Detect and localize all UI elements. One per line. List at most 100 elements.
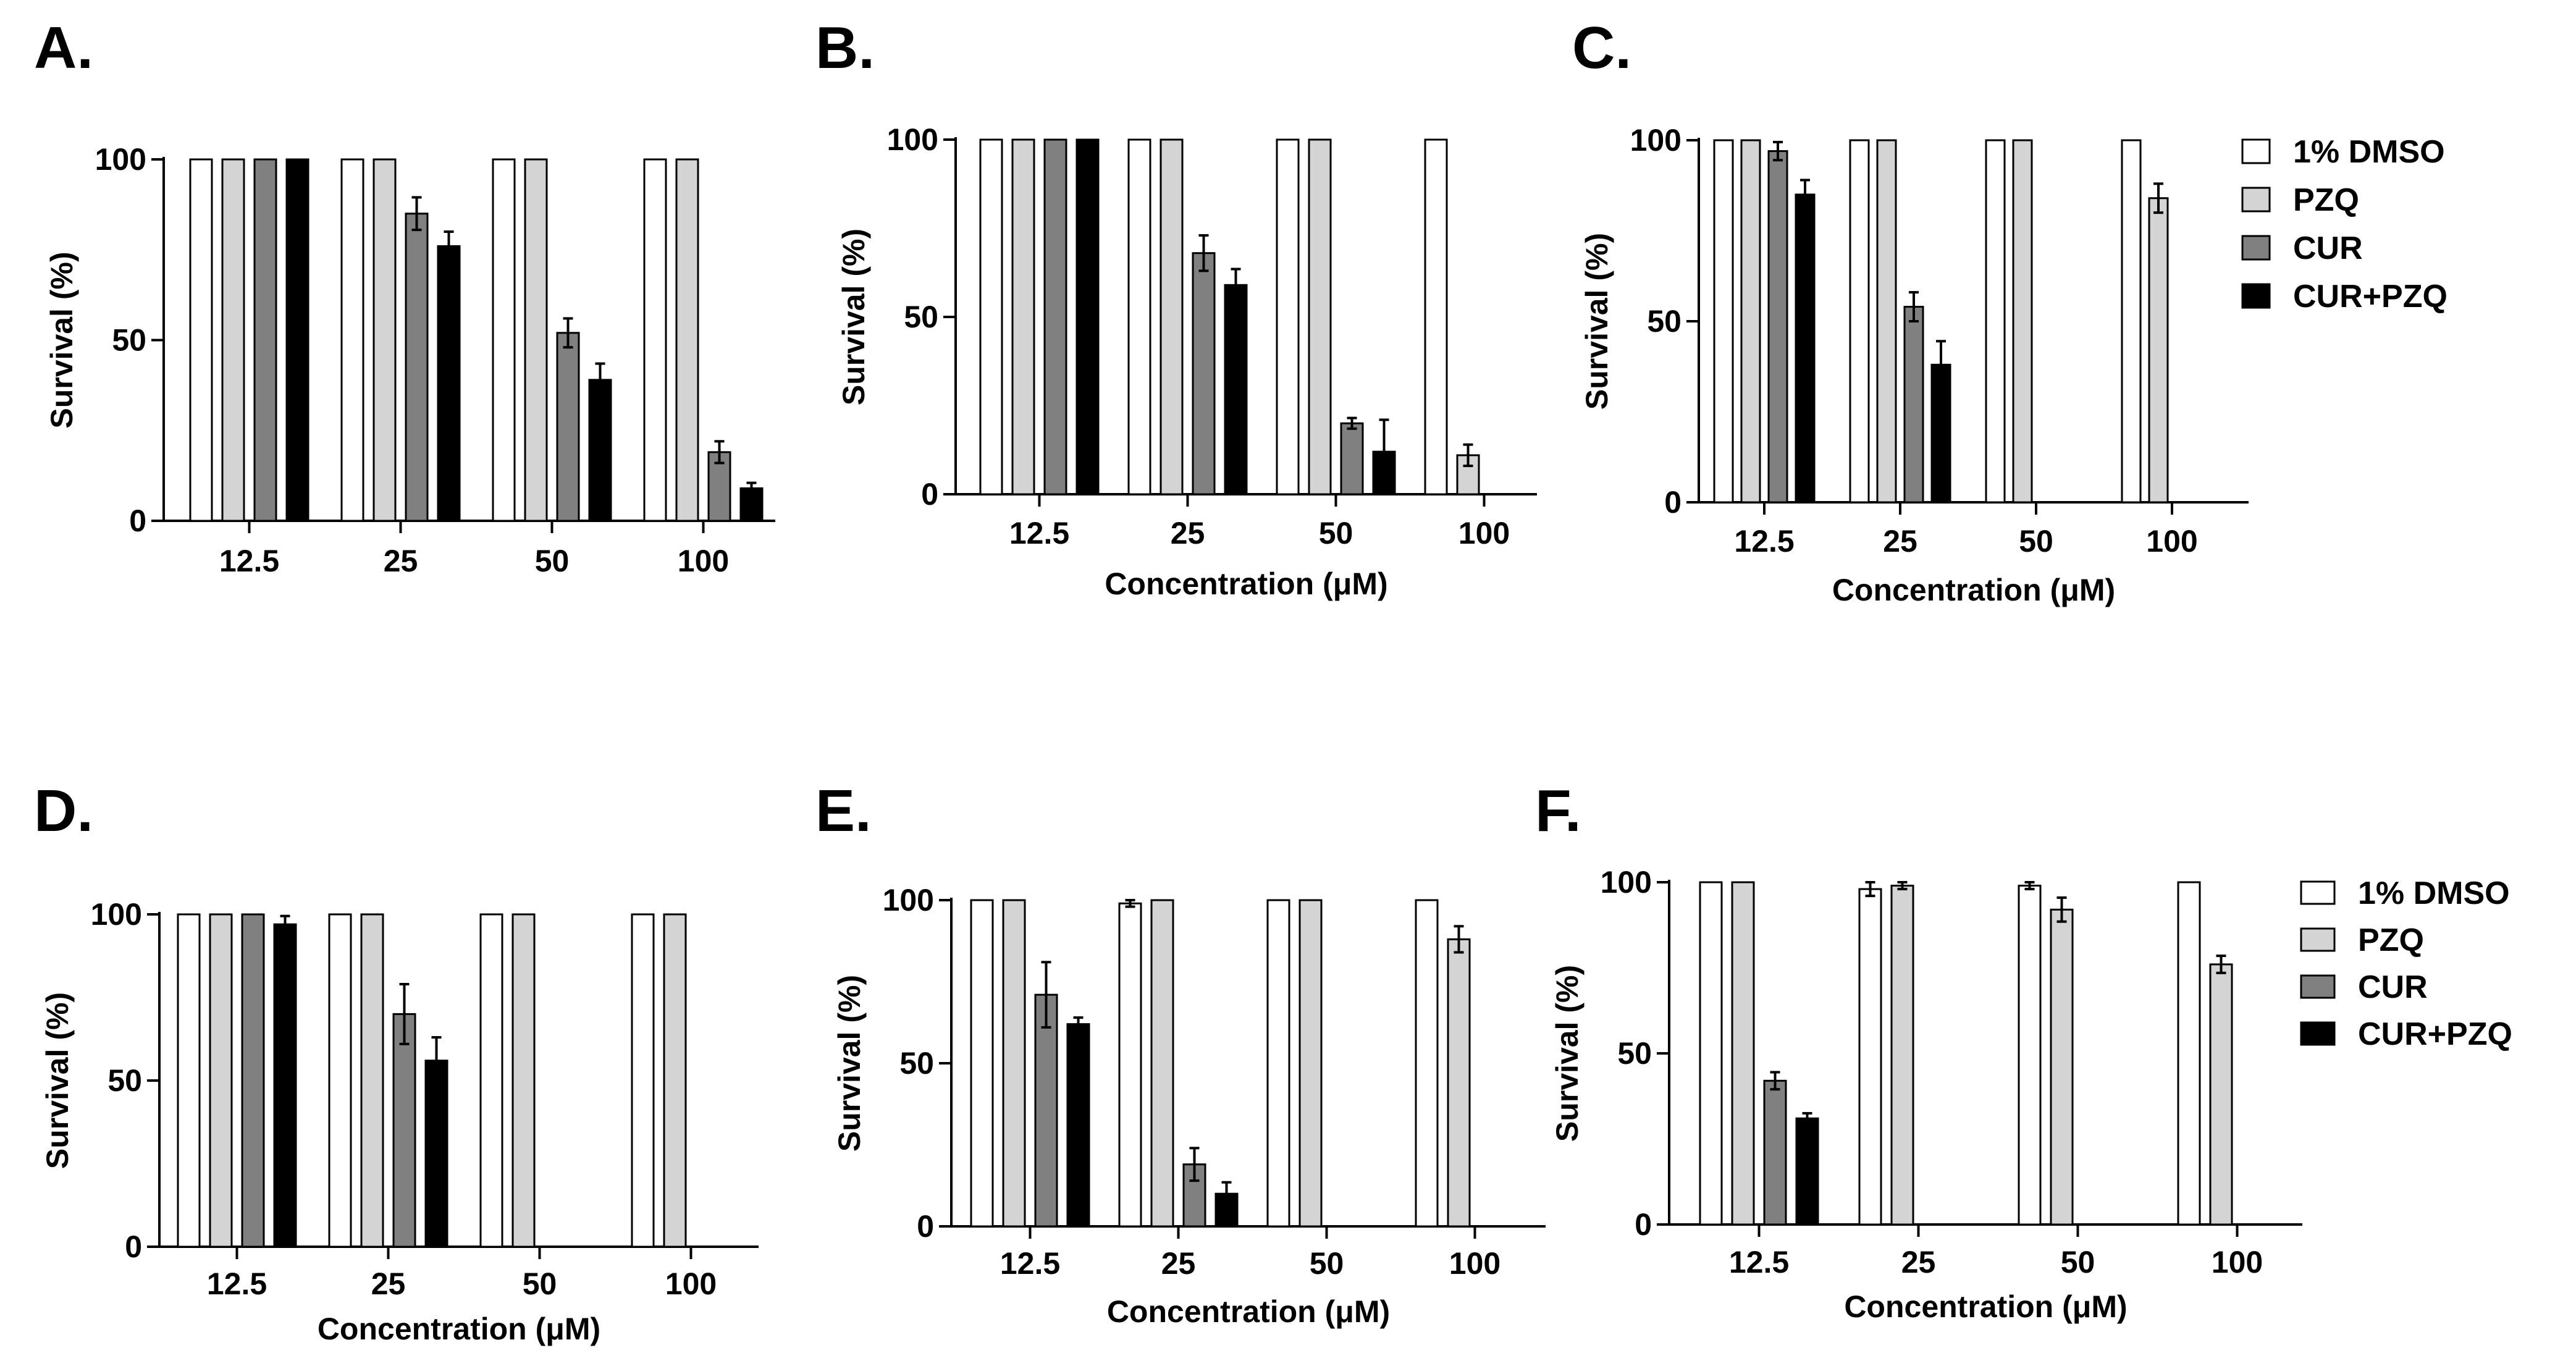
bar-1-dmso-100 bbox=[2121, 139, 2142, 504]
bar-cur-pzq-50 bbox=[588, 379, 612, 522]
x-tick-label: 25 bbox=[1901, 1245, 1936, 1279]
bar-pzq-100 bbox=[1447, 938, 1471, 1228]
y-tick-label: 50 bbox=[112, 323, 146, 358]
bar-cur-25 bbox=[392, 1013, 416, 1248]
bar-cur-50 bbox=[556, 332, 580, 522]
bar-1-dmso-100 bbox=[1415, 899, 1439, 1228]
y-tick-label: 0 bbox=[917, 1209, 934, 1244]
y-tick-label: 100 bbox=[1630, 123, 1682, 158]
bar-1-dmso-12_5 bbox=[1713, 139, 1734, 504]
bar-pzq-25 bbox=[1150, 899, 1174, 1228]
x-tick-label: 50 bbox=[1319, 516, 1353, 550]
x-tick-label: 12.5 bbox=[219, 544, 279, 578]
bar-pzq-50 bbox=[524, 158, 548, 522]
x-tick-label: 12.5 bbox=[207, 1267, 267, 1301]
bar-pzq-50 bbox=[2050, 908, 2074, 1226]
y-axis-title: Survival (%) bbox=[40, 992, 75, 1169]
bar-cur-pzq-12_5 bbox=[285, 158, 309, 522]
bar-1-dmso-100 bbox=[1424, 138, 1448, 495]
legend-label: CUR bbox=[2358, 969, 2428, 1005]
bar-1-dmso-25 bbox=[328, 913, 352, 1248]
legend-swatch-cur bbox=[2241, 235, 2271, 261]
bar-1-dmso-12_5 bbox=[177, 913, 201, 1248]
bar-1-dmso-25 bbox=[1118, 902, 1142, 1228]
bar-1-dmso-50 bbox=[1276, 138, 1300, 495]
bar-1-dmso-50 bbox=[2018, 885, 2042, 1226]
bar-cur-pzq-25 bbox=[1224, 284, 1248, 495]
y-tick-label: 50 bbox=[1617, 1036, 1652, 1071]
bar-pzq-25 bbox=[360, 913, 384, 1248]
y-tick-label: 50 bbox=[904, 300, 938, 334]
x-tick-label: 100 bbox=[1449, 1246, 1501, 1281]
bar-pzq-12_5 bbox=[1740, 139, 1761, 504]
bar-cur-25 bbox=[1192, 252, 1216, 495]
bar-pzq-50 bbox=[511, 913, 536, 1248]
chart-panel-d: D. 0 50 100 12.5 25 50 100 Survival (%) Concentra… bbox=[34, 778, 759, 1346]
bar-1-dmso-50 bbox=[1985, 139, 2006, 504]
panel-label: B. bbox=[815, 15, 875, 81]
chart-panel-e: E. 0 50 100 12.5 25 50 100 Survival (%) Concentra… bbox=[815, 778, 1546, 1329]
bar-pzq-12_5 bbox=[1011, 138, 1035, 495]
bar-1-dmso-25 bbox=[1858, 888, 1882, 1226]
y-tick-label: 0 bbox=[1664, 485, 1682, 520]
bar-1-dmso-100 bbox=[631, 913, 655, 1248]
x-axis-title: Concentration (μM) bbox=[1107, 1294, 1390, 1329]
panel-label: E. bbox=[815, 778, 872, 844]
bar-pzq-25 bbox=[1876, 139, 1897, 504]
bar-1-dmso-12_5 bbox=[970, 899, 994, 1228]
y-tick-label: 0 bbox=[125, 1229, 142, 1264]
y-axis-title: Survival (%) bbox=[1580, 233, 1614, 410]
legend-bottom: 1% DMSO PZQ CUR CUR+PZQ bbox=[2300, 875, 2512, 1052]
x-tick-label: 25 bbox=[371, 1267, 406, 1301]
legend-label: CUR bbox=[2293, 230, 2363, 266]
bar-pzq-12_5 bbox=[209, 913, 233, 1248]
y-tick-label: 0 bbox=[921, 477, 938, 512]
x-tick-label: 25 bbox=[1883, 524, 1917, 558]
chart-panel-c: C. 0 50 100 12.5 25 50 100 Survival (%) Concentra… bbox=[1572, 15, 2249, 607]
bar-1-dmso-50 bbox=[479, 913, 503, 1248]
x-axis-title: Concentration (μM) bbox=[1105, 567, 1387, 601]
y-tick-label: 100 bbox=[887, 122, 938, 157]
bar-1-dmso-12_5 bbox=[979, 138, 1003, 495]
y-tick-label: 100 bbox=[883, 883, 934, 917]
bar-cur-12_5 bbox=[1763, 1079, 1787, 1226]
bar-cur-12_5 bbox=[1043, 138, 1067, 495]
x-tick-label: 12.5 bbox=[1000, 1246, 1060, 1281]
bar-cur-pzq-12_5 bbox=[1795, 193, 1816, 504]
y-tick-label: 0 bbox=[129, 504, 146, 538]
bar-1-dmso-25 bbox=[1127, 138, 1151, 495]
legend-swatch-cur bbox=[2300, 974, 2336, 999]
bar-cur-12_5 bbox=[1767, 150, 1788, 504]
x-tick-label: 100 bbox=[2212, 1245, 2263, 1279]
panel-label: C. bbox=[1572, 15, 1631, 81]
bar-1-dmso-12_5 bbox=[1699, 881, 1723, 1226]
y-tick-label: 0 bbox=[1635, 1207, 1652, 1242]
y-axis-title: Survival (%) bbox=[832, 975, 867, 1152]
bar-1-dmso-100 bbox=[2177, 881, 2201, 1226]
legend-label: CUR+PZQ bbox=[2358, 1016, 2512, 1052]
bar-1-dmso-25 bbox=[1849, 139, 1870, 504]
legend-swatch-1-dmso bbox=[2300, 880, 2336, 905]
y-axis-title: Survival (%) bbox=[1550, 965, 1585, 1142]
legend-label: PZQ bbox=[2358, 922, 2424, 958]
x-tick-label: 25 bbox=[1161, 1246, 1196, 1281]
x-tick-label: 50 bbox=[1310, 1246, 1344, 1281]
bar-pzq-100 bbox=[663, 913, 687, 1248]
panel-label: D. bbox=[34, 778, 93, 844]
bar-1-dmso-12_5 bbox=[189, 158, 213, 522]
x-axis-title: Concentration (μM) bbox=[1844, 1289, 2127, 1324]
x-tick-label: 12.5 bbox=[1009, 516, 1069, 550]
y-tick-label: 50 bbox=[107, 1063, 142, 1098]
y-tick-label: 100 bbox=[91, 897, 142, 932]
bar-pzq-50 bbox=[1299, 899, 1323, 1228]
legend-label: PZQ bbox=[2293, 182, 2359, 218]
legend-swatch-pzq bbox=[2300, 927, 2336, 952]
bar-pzq-12_5 bbox=[221, 158, 245, 522]
bar-pzq-25 bbox=[1160, 138, 1184, 495]
y-tick-label: 50 bbox=[899, 1046, 934, 1081]
legend-top: 1% DMSO PZQ CUR CUR+PZQ bbox=[2241, 134, 2448, 314]
y-axis-title: Survival (%) bbox=[836, 229, 871, 405]
bar-pzq-100 bbox=[2209, 963, 2233, 1226]
x-tick-label: 50 bbox=[2061, 1245, 2095, 1279]
bar-1-dmso-100 bbox=[643, 158, 667, 522]
